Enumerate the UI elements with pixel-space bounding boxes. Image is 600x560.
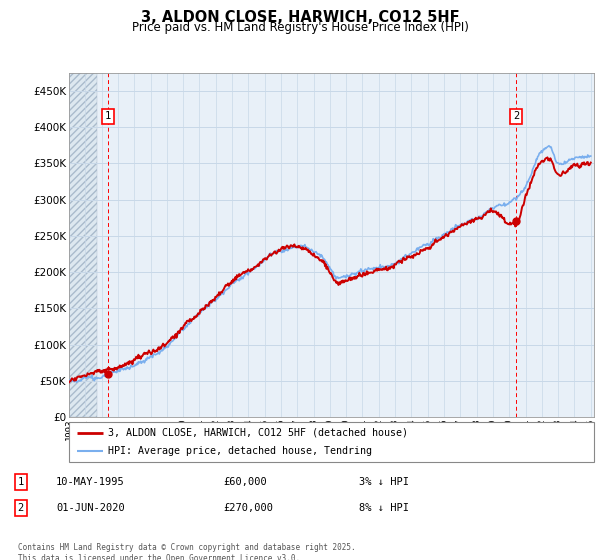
Text: 01-JUN-2020: 01-JUN-2020	[56, 503, 125, 513]
Text: Contains HM Land Registry data © Crown copyright and database right 2025.
This d: Contains HM Land Registry data © Crown c…	[18, 543, 355, 560]
Text: 1: 1	[104, 111, 111, 122]
Text: £60,000: £60,000	[224, 477, 268, 487]
Text: £270,000: £270,000	[224, 503, 274, 513]
Text: 3, ALDON CLOSE, HARWICH, CO12 5HF (detached house): 3, ALDON CLOSE, HARWICH, CO12 5HF (detac…	[109, 428, 409, 437]
Text: 8% ↓ HPI: 8% ↓ HPI	[359, 503, 409, 513]
Text: 3% ↓ HPI: 3% ↓ HPI	[359, 477, 409, 487]
Text: 2: 2	[513, 111, 519, 122]
Text: HPI: Average price, detached house, Tendring: HPI: Average price, detached house, Tend…	[109, 446, 373, 456]
Text: 2: 2	[17, 503, 24, 513]
Text: 3, ALDON CLOSE, HARWICH, CO12 5HF: 3, ALDON CLOSE, HARWICH, CO12 5HF	[140, 10, 460, 25]
Text: Price paid vs. HM Land Registry's House Price Index (HPI): Price paid vs. HM Land Registry's House …	[131, 21, 469, 34]
Text: 10-MAY-1995: 10-MAY-1995	[56, 477, 125, 487]
Text: 1: 1	[17, 477, 24, 487]
FancyBboxPatch shape	[69, 422, 594, 462]
